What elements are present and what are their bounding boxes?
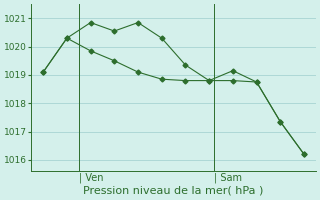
X-axis label: Pression niveau de la mer( hPa ): Pression niveau de la mer( hPa )	[84, 186, 264, 196]
